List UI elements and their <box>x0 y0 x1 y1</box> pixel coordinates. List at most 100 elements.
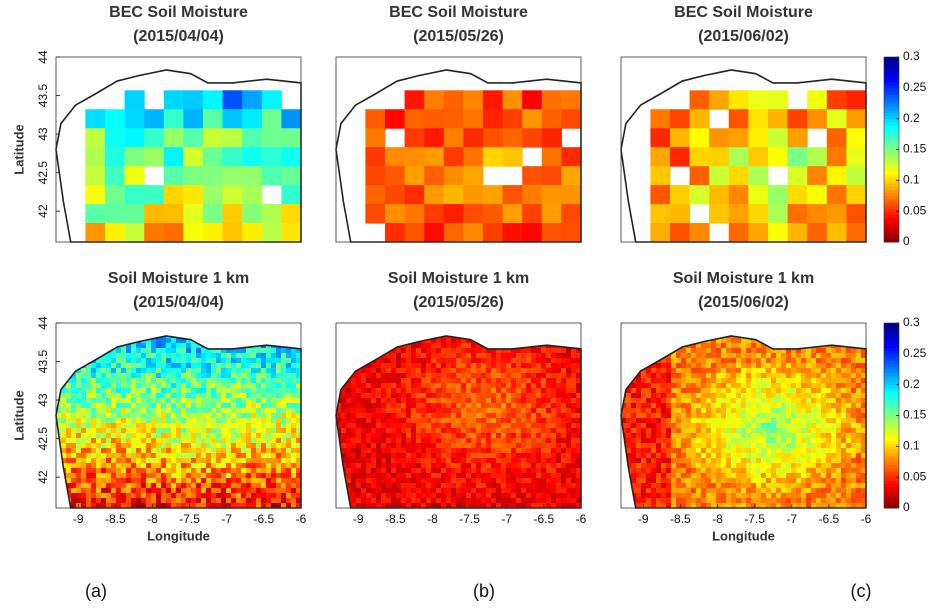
cell <box>231 428 236 433</box>
cell <box>256 468 261 473</box>
cell <box>286 328 291 333</box>
cell <box>431 428 436 433</box>
cell <box>426 358 431 363</box>
cell <box>676 358 681 363</box>
cell <box>131 398 136 403</box>
cell <box>621 463 626 468</box>
cell <box>216 443 221 448</box>
cell <box>236 323 241 328</box>
cell <box>446 383 451 388</box>
cell <box>391 438 396 443</box>
cell <box>181 438 186 443</box>
cell <box>366 468 371 473</box>
cell <box>241 483 246 488</box>
cell <box>666 453 671 458</box>
cell <box>176 398 181 403</box>
cell <box>241 473 246 478</box>
cell <box>281 398 286 403</box>
cell <box>281 353 286 358</box>
cell <box>741 408 746 413</box>
cell <box>151 328 156 333</box>
cell <box>196 333 201 338</box>
cell <box>206 398 211 403</box>
cell <box>246 463 251 468</box>
cell <box>431 368 436 373</box>
cell <box>366 423 371 428</box>
cell <box>501 473 506 478</box>
cell <box>506 438 511 443</box>
cell <box>681 393 686 398</box>
cell <box>516 498 521 503</box>
cell <box>411 408 416 413</box>
cell <box>366 438 371 443</box>
lat-tick-label: 44 <box>36 316 50 330</box>
cell <box>76 443 81 448</box>
cell <box>696 408 701 413</box>
cell <box>671 443 676 448</box>
cell <box>731 483 736 488</box>
cell <box>531 483 536 488</box>
cell <box>636 338 641 343</box>
cell <box>461 493 466 498</box>
cell <box>76 323 81 328</box>
cell <box>456 403 461 408</box>
cell <box>736 488 741 493</box>
cell <box>481 413 486 418</box>
cell <box>626 408 631 413</box>
cell <box>126 478 131 483</box>
cell <box>726 483 731 488</box>
cell <box>711 373 716 378</box>
cell <box>391 363 396 368</box>
cell <box>183 128 203 147</box>
cell <box>701 418 706 423</box>
cell <box>536 328 541 333</box>
cell <box>666 438 671 443</box>
cell <box>106 343 111 348</box>
cell <box>471 488 476 493</box>
cell <box>146 363 151 368</box>
cell <box>386 438 391 443</box>
cell <box>231 338 236 343</box>
cell <box>346 388 351 393</box>
cell <box>341 348 346 353</box>
cell <box>161 328 166 333</box>
cell <box>651 338 656 343</box>
cell <box>356 468 361 473</box>
cell <box>483 223 503 242</box>
cell <box>451 408 456 413</box>
cell <box>156 458 161 463</box>
cell <box>486 338 491 343</box>
cell <box>106 388 111 393</box>
cell <box>206 473 211 478</box>
cell <box>336 363 341 368</box>
cell <box>501 488 506 493</box>
cell <box>281 109 301 128</box>
cell <box>541 428 546 433</box>
cell <box>164 185 184 204</box>
cell <box>726 328 731 333</box>
cell <box>61 408 66 413</box>
cell <box>476 498 481 503</box>
cell <box>516 363 521 368</box>
cell <box>231 383 236 388</box>
cell <box>709 90 729 109</box>
cell <box>721 428 726 433</box>
cell <box>641 403 646 408</box>
cell <box>726 463 731 468</box>
cell <box>511 338 516 343</box>
cell <box>446 423 451 428</box>
cell <box>681 348 686 353</box>
cell <box>146 473 151 478</box>
cell <box>416 393 421 398</box>
cell <box>146 383 151 388</box>
cell <box>491 493 496 498</box>
cell <box>111 468 116 473</box>
cell <box>66 423 71 428</box>
cell <box>651 353 656 358</box>
cell <box>566 383 571 388</box>
cell <box>636 448 641 453</box>
cell <box>176 423 181 428</box>
cell <box>681 413 686 418</box>
cell <box>456 388 461 393</box>
cell <box>711 323 716 328</box>
